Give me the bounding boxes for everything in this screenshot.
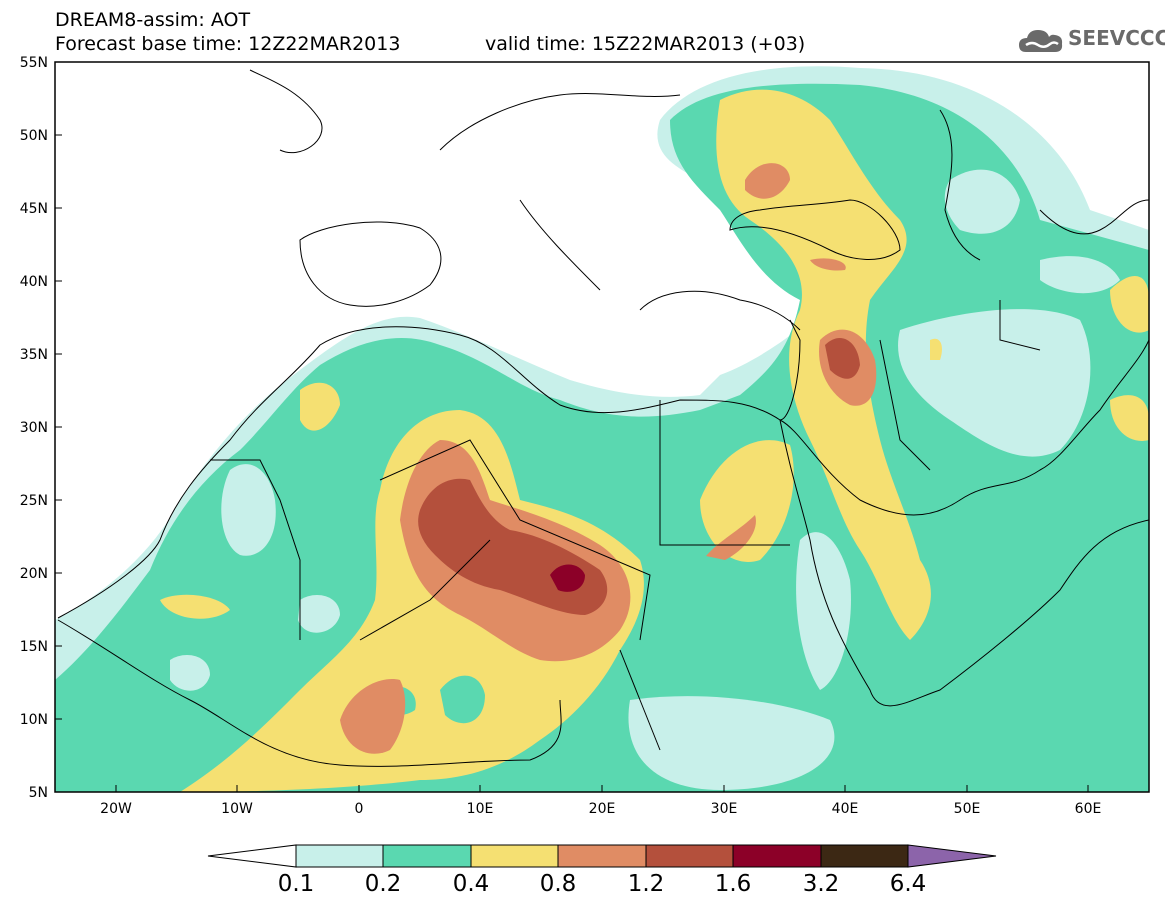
svg-text:30E: 30E xyxy=(711,801,738,817)
svg-text:20E: 20E xyxy=(589,801,616,817)
colorbar-label-1-2: 1.2 xyxy=(628,871,665,897)
lat-label-30n: 30N xyxy=(20,420,62,436)
latitude-labels: 55N 50N 45N 40N 35N 30N 25N 20N 15N 10N … xyxy=(20,55,62,801)
svg-text:55N: 55N xyxy=(20,55,48,71)
colorbar-label-0-8: 0.8 xyxy=(540,871,577,897)
colorbar-swatch-4 xyxy=(557,844,647,868)
coastlines xyxy=(57,69,1149,767)
lat-label-25n: 25N xyxy=(20,493,62,509)
lon-label-40e: 40E xyxy=(832,785,859,817)
colorbar-label-6-4: 6.4 xyxy=(890,871,927,897)
longitude-labels: 20W 10W 0 10E 20E 30E 40E 50E 60E xyxy=(100,785,1101,817)
forecast-time-line: Forecast base time: 12Z22MAR2013 valid ti… xyxy=(55,33,805,55)
lat-label-55n: 55N xyxy=(20,55,62,71)
lat-label-35n: 35N xyxy=(20,347,62,363)
valid-time: valid time: 15Z22MAR2013 (+03) xyxy=(485,33,806,55)
svg-text:10E: 10E xyxy=(467,801,494,817)
svg-text:10W: 10W xyxy=(221,801,253,817)
lat-label-15n: 15N xyxy=(20,639,62,655)
colorbar-swatch-2 xyxy=(382,844,472,868)
lon-label-20e: 20E xyxy=(589,785,616,817)
colorbar-label-0-1: 0.1 xyxy=(278,871,315,897)
aot-band-1-6 xyxy=(550,564,585,592)
lon-label-30e: 30E xyxy=(711,785,738,817)
aot-band-0-1-holes xyxy=(170,169,1120,790)
colorbar-swatch-6 xyxy=(732,844,822,868)
colorbar-label-0-2: 0.2 xyxy=(365,871,402,897)
svg-text:30N: 30N xyxy=(20,420,48,436)
svg-text:15N: 15N xyxy=(20,639,48,655)
colorbar-left-arrow xyxy=(207,844,297,868)
svg-text:45N: 45N xyxy=(20,201,48,217)
lon-label-10e: 10E xyxy=(467,785,494,817)
lat-label-10n: 10N xyxy=(20,712,62,728)
lon-label-60e: 60E xyxy=(1075,785,1102,817)
colorbar-label-3-2: 3.2 xyxy=(803,871,840,897)
seevccc-logo: SEEVCCC xyxy=(1018,22,1165,58)
svg-text:5N: 5N xyxy=(29,785,48,801)
colorbar-label-1-6: 1.6 xyxy=(715,871,752,897)
cloud-icon xyxy=(1019,30,1063,52)
base-time: Forecast base time: 12Z22MAR2013 xyxy=(55,33,401,55)
colorbar-label-0-4: 0.4 xyxy=(453,871,490,897)
svg-text:25N: 25N xyxy=(20,493,48,509)
logo-text: SEEVCCC xyxy=(1068,26,1165,50)
lat-label-50n: 50N xyxy=(20,128,62,144)
svg-text:40E: 40E xyxy=(832,801,859,817)
colorbar-swatch-7 xyxy=(820,844,909,868)
svg-text:20W: 20W xyxy=(100,801,132,817)
lon-label-0: 0 xyxy=(355,785,364,817)
lon-label-20w: 20W xyxy=(100,785,132,817)
lon-label-10w: 10W xyxy=(221,785,253,817)
lat-label-20n: 20N xyxy=(20,566,62,582)
colorbar-swatch-1 xyxy=(295,844,384,868)
lat-label-45n: 45N xyxy=(20,201,62,217)
colorbar-swatch-3 xyxy=(470,844,559,868)
svg-text:10N: 10N xyxy=(20,712,48,728)
svg-text:40N: 40N xyxy=(20,274,48,290)
colorbar: 0.1 0.2 0.4 0.8 1.2 1.6 3.2 6.4 xyxy=(207,844,997,897)
map-title: DREAM8-assim: AOT xyxy=(55,9,251,31)
svg-text:50E: 50E xyxy=(954,801,981,817)
lon-label-50e: 50E xyxy=(954,785,981,817)
lat-label-5n: 5N xyxy=(29,785,62,801)
svg-text:60E: 60E xyxy=(1075,801,1102,817)
colorbar-swatch-5 xyxy=(645,844,734,868)
svg-text:50N: 50N xyxy=(20,128,48,144)
svg-text:0: 0 xyxy=(355,801,364,817)
svg-text:20N: 20N xyxy=(20,566,48,582)
colorbar-right-arrow xyxy=(907,844,997,868)
lat-label-40n: 40N xyxy=(20,274,62,290)
svg-text:35N: 35N xyxy=(20,347,48,363)
aot-fields xyxy=(55,62,1149,792)
